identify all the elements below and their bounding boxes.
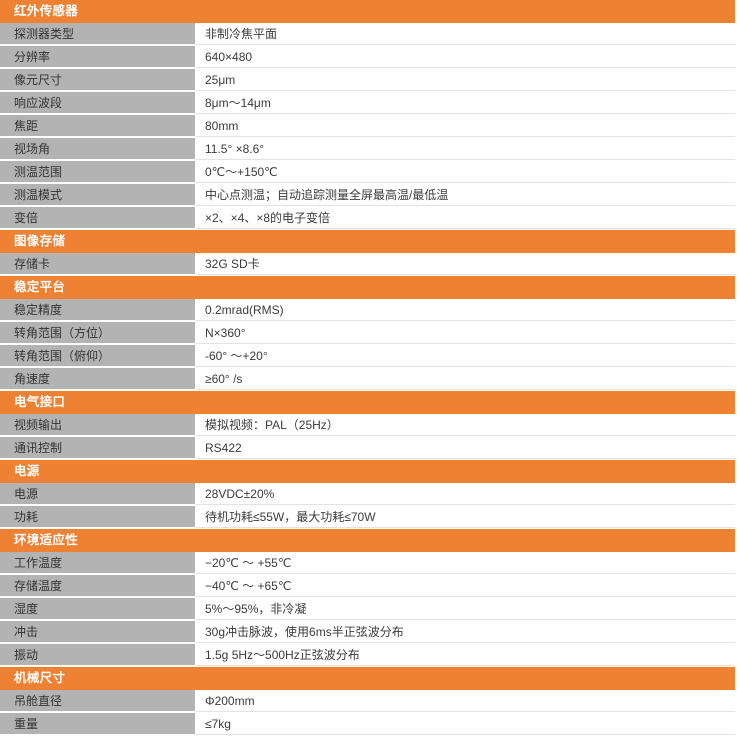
spec-value: 30g冲击脉波，使用6ms半正弦波分布 xyxy=(195,621,735,643)
spec-row: 视场角 11.5° ×8.6° xyxy=(0,138,735,161)
spec-label: 存储温度 xyxy=(0,575,195,597)
section-header: 电源 xyxy=(0,460,735,483)
spec-label: 角速度 xyxy=(0,368,195,390)
spec-label: 工作温度 xyxy=(0,552,195,574)
spec-value: 28VDC±20% xyxy=(195,483,735,505)
spec-label: 转角范围（俯仰） xyxy=(0,345,195,367)
spec-value: 640×480 xyxy=(195,46,735,68)
spec-value: ≤7kg xyxy=(195,713,735,735)
spec-row: 测温模式 中心点测温；自动追踪测量全屏最高温/最低温 xyxy=(0,184,735,207)
spec-value: 32G SD卡 xyxy=(195,253,735,275)
spec-row: 重量 ≤7kg xyxy=(0,713,735,736)
spec-value: ×2、×4、×8的电子变倍 xyxy=(195,207,735,229)
spec-label: 测温范围 xyxy=(0,161,195,183)
spec-label: 稳定精度 xyxy=(0,299,195,321)
spec-row: 存储温度 −40℃ ～ +65℃ xyxy=(0,575,735,598)
spec-value: 80mm xyxy=(195,115,735,137)
spec-label: 存储卡 xyxy=(0,253,195,275)
spec-label: 重量 xyxy=(0,713,195,735)
spec-label: 测温模式 xyxy=(0,184,195,206)
spec-label: 湿度 xyxy=(0,598,195,620)
spec-value: −40℃ ～ +65℃ xyxy=(195,575,735,597)
spec-row: 响应波段 8μm～14μm xyxy=(0,92,735,115)
spec-label: 探测器类型 xyxy=(0,23,195,45)
spec-label: 振动 xyxy=(0,644,195,666)
spec-value: -60° ～+20° xyxy=(195,345,735,367)
spec-value: 模拟视频：PAL（25Hz） xyxy=(195,414,735,436)
spec-value: 0℃～+150℃ xyxy=(195,161,735,183)
spec-row: 分辨率 640×480 xyxy=(0,46,735,69)
spec-value: 1.5g 5Hz～500Hz正弦波分布 xyxy=(195,644,735,666)
spec-row: 视频输出 模拟视频：PAL（25Hz） xyxy=(0,414,735,437)
spec-value: 中心点测温；自动追踪测量全屏最高温/最低温 xyxy=(195,184,735,206)
spec-row: 吊舱直径 Φ200mm xyxy=(0,690,735,713)
spec-row: 电源 28VDC±20% xyxy=(0,483,735,506)
spec-row: 通讯控制 RS422 xyxy=(0,437,735,460)
spec-label: 像元尺寸 xyxy=(0,69,195,91)
spec-value: 待机功耗≤55W，最大功耗≤70W xyxy=(195,506,735,528)
spec-value: 25μm xyxy=(195,69,735,91)
spec-label: 电源 xyxy=(0,483,195,505)
spec-label: 变倍 xyxy=(0,207,195,229)
section-header: 稳定平台 xyxy=(0,276,735,299)
spec-row: 冲击 30g冲击脉波，使用6ms半正弦波分布 xyxy=(0,621,735,644)
spec-row: 变倍 ×2、×4、×8的电子变倍 xyxy=(0,207,735,230)
spec-value: ≥60° /s xyxy=(195,368,735,390)
spec-value: N×360° xyxy=(195,322,735,344)
spec-row: 湿度 5%～95%，非冷凝 xyxy=(0,598,735,621)
spec-row: 工作温度 −20℃ ～ +55℃ xyxy=(0,552,735,575)
section-header: 图像存储 xyxy=(0,230,735,253)
spec-value: RS422 xyxy=(195,437,735,459)
spec-label: 视场角 xyxy=(0,138,195,160)
spec-label: 吊舱直径 xyxy=(0,690,195,712)
spec-value: Φ200mm xyxy=(195,690,735,712)
spec-label: 视频输出 xyxy=(0,414,195,436)
spec-value: 5%～95%，非冷凝 xyxy=(195,598,735,620)
spec-value: 0.2mrad(RMS) xyxy=(195,299,735,321)
spec-label: 焦距 xyxy=(0,115,195,137)
spec-value: 8μm～14μm xyxy=(195,92,735,114)
spec-label: 响应波段 xyxy=(0,92,195,114)
spec-row: 像元尺寸 25μm xyxy=(0,69,735,92)
spec-row: 探测器类型 非制冷焦平面 xyxy=(0,23,735,46)
spec-label: 功耗 xyxy=(0,506,195,528)
spec-value: 11.5° ×8.6° xyxy=(195,138,735,160)
spec-row: 转角范围（方位） N×360° xyxy=(0,322,735,345)
spec-row: 焦距 80mm xyxy=(0,115,735,138)
spec-row: 测温范围 0℃～+150℃ xyxy=(0,161,735,184)
spec-value: −20℃ ～ +55℃ xyxy=(195,552,735,574)
section-header: 电气接口 xyxy=(0,391,735,414)
spec-row: 角速度 ≥60° /s xyxy=(0,368,735,391)
section-header: 机械尺寸 xyxy=(0,667,735,690)
spec-row: 转角范围（俯仰） -60° ～+20° xyxy=(0,345,735,368)
section-header: 红外传感器 xyxy=(0,0,735,23)
spec-row: 存储卡 32G SD卡 xyxy=(0,253,735,276)
spec-row: 稳定精度 0.2mrad(RMS) xyxy=(0,299,735,322)
section-header: 环境适应性 xyxy=(0,529,735,552)
spec-value: 非制冷焦平面 xyxy=(195,23,735,45)
spec-row: 振动 1.5g 5Hz～500Hz正弦波分布 xyxy=(0,644,735,667)
spec-row: 功耗 待机功耗≤55W，最大功耗≤70W xyxy=(0,506,735,529)
spec-label: 转角范围（方位） xyxy=(0,322,195,344)
spec-label: 分辨率 xyxy=(0,46,195,68)
spec-label: 冲击 xyxy=(0,621,195,643)
spec-label: 通讯控制 xyxy=(0,437,195,459)
